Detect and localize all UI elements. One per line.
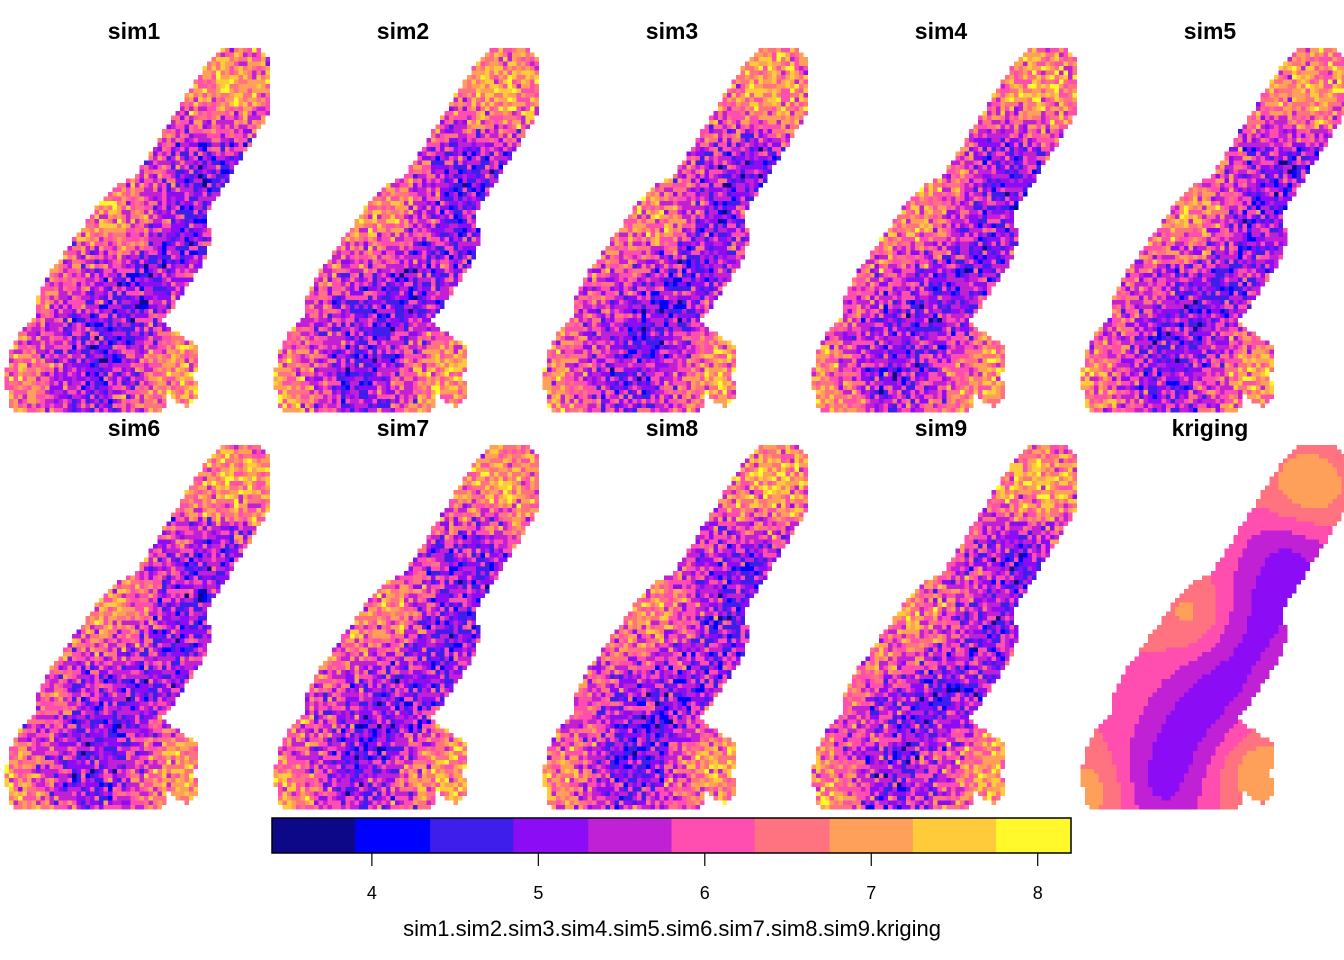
legend-bin (671, 818, 756, 853)
panel-title: sim2 (377, 18, 429, 44)
map-panel: sim2 (273, 18, 540, 413)
panel-title: sim5 (1184, 18, 1237, 44)
color-legend: 4 5 6 7 8 sim1.sim2.sim3.sim4.sim5.sim6.sim7… (271, 817, 1072, 941)
panels: sim1 sim2 sim3 sim4 sim5 sim6 sim7 sim8 sim9 krig… (4, 18, 1344, 810)
panel-raster (273, 445, 540, 810)
panel-raster (811, 48, 1078, 413)
map-panel: kriging (1080, 415, 1344, 810)
legend-color-bins (272, 818, 1072, 853)
legend-tick-label: 4 (367, 883, 377, 903)
legend-bin (588, 818, 673, 853)
panel-title: sim8 (646, 415, 699, 441)
panel-raster (4, 445, 271, 810)
legend-tick-label: 8 (1033, 883, 1043, 903)
legend-bin (513, 818, 589, 853)
panel-title: sim9 (915, 415, 967, 441)
legend-title: sim1.sim2.sim3.sim4.sim5.sim6.sim7.sim8.… (403, 916, 941, 941)
panel-raster (811, 445, 1078, 810)
legend-bin (996, 818, 1072, 853)
legend-frame (271, 817, 1072, 854)
panel-title: sim1 (108, 18, 161, 44)
legend-tick-label: 7 (866, 883, 876, 903)
legend-bin (754, 818, 831, 853)
legend-bin (355, 818, 431, 853)
map-panel: sim6 (4, 415, 271, 810)
panel-title: sim7 (377, 415, 429, 441)
legend-bin (829, 818, 914, 853)
legend-bin (430, 818, 514, 853)
map-panel: sim1 (4, 18, 271, 413)
legend-ticks: 4 5 6 7 8 (367, 853, 1043, 903)
map-panel: sim9 (811, 415, 1078, 810)
legend-bin (272, 818, 356, 853)
panel-raster (1080, 445, 1344, 810)
legend-bin (912, 818, 997, 853)
legend-tick-label: 6 (700, 883, 710, 903)
map-panel: sim7 (273, 415, 540, 810)
panel-raster (273, 48, 540, 413)
legend-tick-label: 5 (533, 883, 543, 903)
map-panel: sim3 (542, 18, 809, 413)
map-panel: sim4 (811, 18, 1078, 413)
panel-title: kriging (1172, 415, 1249, 441)
panel-raster (542, 445, 809, 810)
panel-raster (4, 48, 271, 413)
panel-raster (542, 48, 809, 413)
panel-raster (1080, 48, 1344, 413)
map-panel: sim5 (1080, 18, 1344, 413)
panel-title: sim6 (108, 415, 160, 441)
panel-title: sim3 (646, 18, 698, 44)
panel-title: sim4 (915, 18, 968, 44)
map-panel: sim8 (542, 415, 809, 810)
